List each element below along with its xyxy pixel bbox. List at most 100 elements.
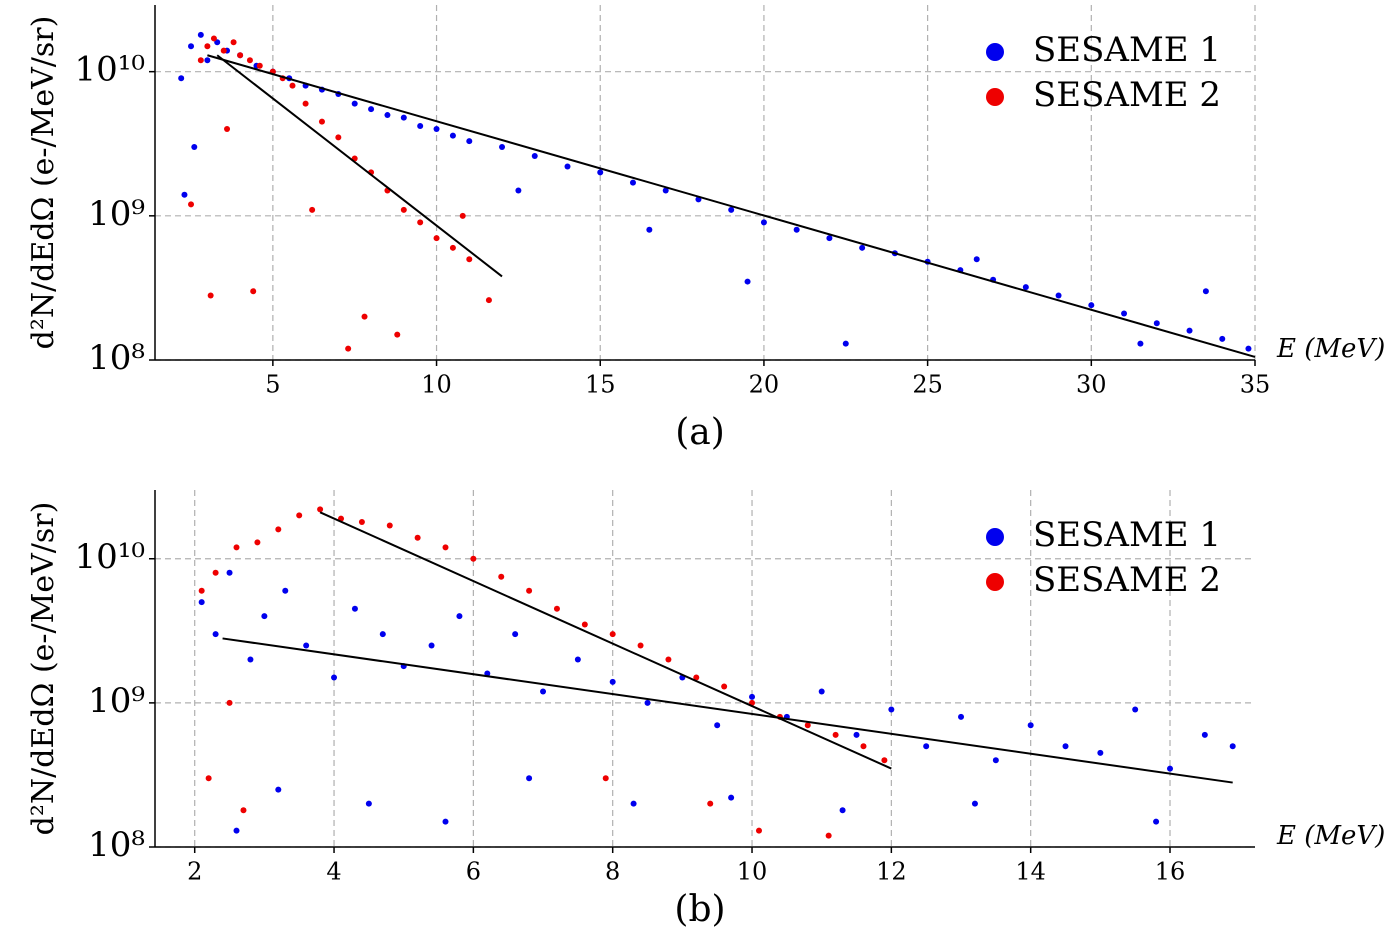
- x-tick-label: 14: [1015, 858, 1046, 886]
- data-point: [433, 126, 440, 133]
- x-tick-label: 20: [749, 371, 780, 399]
- data-point: [597, 169, 604, 176]
- data-point: [442, 818, 449, 825]
- data-point: [1167, 765, 1174, 772]
- data-point: [237, 52, 244, 59]
- data-point: [826, 235, 833, 242]
- legend-label: SESAME 1: [1033, 515, 1221, 555]
- data-point: [282, 587, 289, 594]
- data-point: [859, 244, 866, 251]
- data-point: [1055, 292, 1062, 299]
- data-point: [744, 278, 751, 285]
- data-point: [361, 313, 368, 320]
- data-point: [958, 713, 965, 720]
- data-point: [485, 297, 492, 304]
- y-tick-label: 10⁸: [88, 825, 145, 865]
- data-point: [1022, 284, 1029, 291]
- data-point: [839, 807, 846, 814]
- data-point: [400, 114, 407, 121]
- data-point: [254, 539, 261, 546]
- x-tick-label: 35: [1240, 371, 1271, 399]
- y-tick-label: 10¹⁰: [74, 537, 145, 577]
- x-tick-label: 10: [421, 371, 452, 399]
- data-point: [973, 256, 980, 263]
- data-point: [275, 786, 282, 793]
- data-point: [630, 800, 637, 807]
- data-point: [1097, 749, 1104, 756]
- legend-marker: [986, 573, 1004, 591]
- data-point: [207, 292, 214, 299]
- data-point: [394, 331, 401, 338]
- data-point: [212, 631, 219, 638]
- data-point: [498, 573, 505, 580]
- data-point: [581, 621, 588, 628]
- data-point: [992, 757, 999, 764]
- data-point: [191, 144, 198, 151]
- y-axis-label: d²N/dEdΩ (e-/MeV/sr): [26, 502, 61, 836]
- x-tick-label: 30: [1076, 371, 1107, 399]
- data-point: [818, 688, 825, 695]
- fit-line: [207, 54, 1256, 358]
- data-point: [526, 587, 533, 594]
- data-point: [345, 345, 352, 352]
- data-point: [296, 512, 303, 519]
- data-point: [749, 693, 756, 700]
- data-point: [602, 775, 609, 782]
- data-point: [449, 132, 456, 139]
- data-point: [832, 731, 839, 738]
- data-point: [317, 506, 324, 513]
- x-tick-label: 12: [876, 858, 907, 886]
- data-point: [250, 288, 257, 295]
- y-axis-label: d²N/dEdΩ (e-/MeV/sr): [26, 16, 61, 350]
- data-point: [428, 642, 435, 649]
- data-point: [971, 800, 978, 807]
- legend-marker: [986, 88, 1004, 106]
- data-point: [609, 631, 616, 638]
- y-tick-label: 10¹⁰: [74, 50, 145, 90]
- data-point: [386, 522, 393, 529]
- data-point: [665, 656, 672, 663]
- fit-line: [216, 54, 503, 278]
- data-point: [609, 678, 616, 685]
- data-point: [553, 605, 560, 612]
- data-point: [662, 187, 669, 194]
- data-point: [923, 743, 930, 750]
- data-point: [368, 106, 375, 113]
- data-point: [728, 794, 735, 801]
- data-point: [728, 206, 735, 213]
- data-point: [512, 631, 519, 638]
- data-point: [198, 587, 205, 594]
- data-point: [564, 163, 571, 170]
- data-point: [1062, 743, 1069, 750]
- data-point: [433, 235, 440, 242]
- data-point: [1153, 320, 1160, 327]
- data-point: [1219, 335, 1226, 342]
- data-point: [466, 256, 473, 263]
- data-point: [629, 179, 636, 186]
- data-point: [302, 100, 309, 107]
- data-point: [1088, 302, 1095, 309]
- data-point: [707, 800, 714, 807]
- data-point: [188, 43, 195, 50]
- x-tick-label: 16: [1155, 858, 1186, 886]
- data-point: [470, 555, 477, 562]
- x-axis-label: E (MeV): [1276, 334, 1385, 364]
- subplot-caption: (b): [674, 889, 725, 930]
- data-point: [825, 832, 832, 839]
- data-point: [256, 62, 263, 69]
- data-point: [804, 722, 811, 729]
- data-point: [860, 743, 867, 750]
- legend-marker: [986, 528, 1004, 546]
- data-point: [204, 43, 211, 50]
- data-point: [178, 75, 185, 82]
- data-point: [351, 605, 358, 612]
- data-point: [888, 706, 895, 713]
- subplot-caption: (a): [675, 412, 725, 453]
- data-point: [442, 544, 449, 551]
- data-point: [230, 39, 237, 46]
- data-point: [499, 144, 506, 151]
- fit-line: [222, 637, 1233, 784]
- data-point: [197, 57, 204, 64]
- data-point: [198, 599, 205, 606]
